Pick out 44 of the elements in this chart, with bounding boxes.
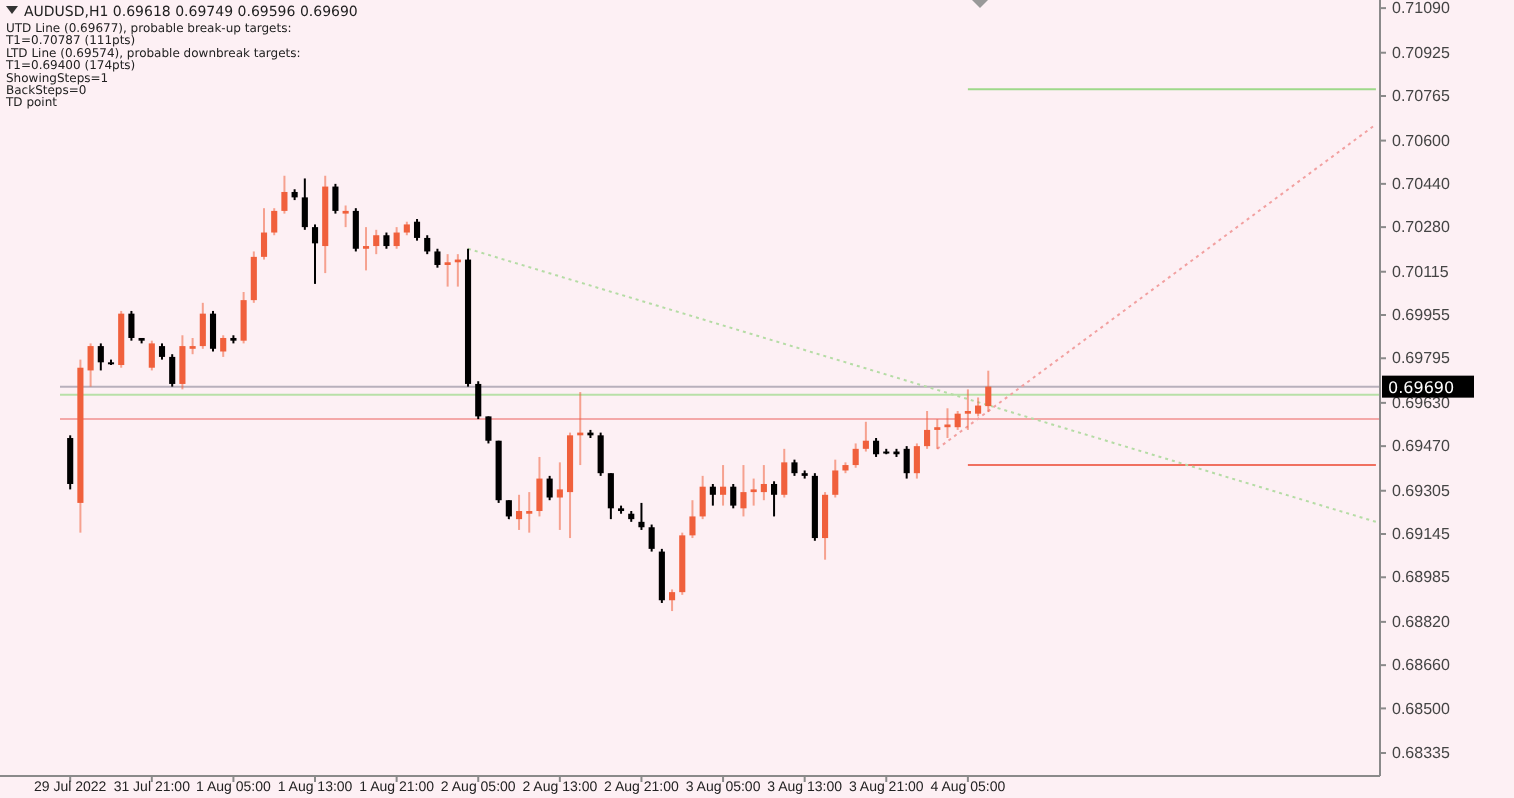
candlestick <box>730 482 737 510</box>
candlestick <box>301 177 308 231</box>
candlestick <box>424 234 431 256</box>
y-tick-label: 0.69955 <box>1392 306 1451 325</box>
y-tick-label: 0.68660 <box>1392 656 1451 675</box>
y-tick-label: 0.70600 <box>1392 131 1451 150</box>
candlestick <box>546 474 553 502</box>
y-tick-label: 0.70280 <box>1392 218 1451 237</box>
candlestick <box>209 309 217 353</box>
candlestick <box>709 482 716 507</box>
y-tick-label: 0.70440 <box>1392 174 1451 193</box>
y-tick-label: 0.68500 <box>1392 699 1451 718</box>
candlestick <box>873 437 880 458</box>
y-tick-label: 0.69145 <box>1392 525 1451 544</box>
candlestick <box>771 480 778 518</box>
candlestick <box>607 472 614 521</box>
candlestick <box>648 523 655 553</box>
candlestick <box>311 223 319 285</box>
candlestick <box>97 342 104 372</box>
candlestick <box>169 353 176 388</box>
y-tick-label: 0.69470 <box>1392 437 1451 456</box>
candlestick <box>638 501 645 531</box>
y-tick-label: 0.68985 <box>1392 568 1451 587</box>
y-tick-label: 0.69795 <box>1392 349 1451 368</box>
y-tick-label: 0.68820 <box>1392 613 1451 631</box>
ref-line-label: 0.69690 <box>1388 378 1455 397</box>
y-tick-label: 0.70115 <box>1392 262 1450 281</box>
y-tick-label: 0.70765 <box>1392 87 1451 106</box>
candlestick <box>485 415 492 445</box>
y-tick-label: 0.69305 <box>1392 481 1451 500</box>
candlestick <box>332 182 339 215</box>
candlestick <box>903 445 910 480</box>
candlestick <box>505 499 512 521</box>
candlestick <box>352 207 359 253</box>
candlestick <box>597 431 604 477</box>
candlestick <box>434 247 441 269</box>
y-tick-label: 0.70925 <box>1392 43 1451 62</box>
candlestick <box>67 434 74 491</box>
candlestick <box>413 218 421 242</box>
candlestick <box>128 309 135 342</box>
y-tick-label: 0.69630 <box>1392 393 1451 412</box>
y-tick-label: 0.71090 <box>1392 0 1451 18</box>
y-tick-label: 0.68335 <box>1392 744 1451 763</box>
candlestick <box>475 380 482 421</box>
